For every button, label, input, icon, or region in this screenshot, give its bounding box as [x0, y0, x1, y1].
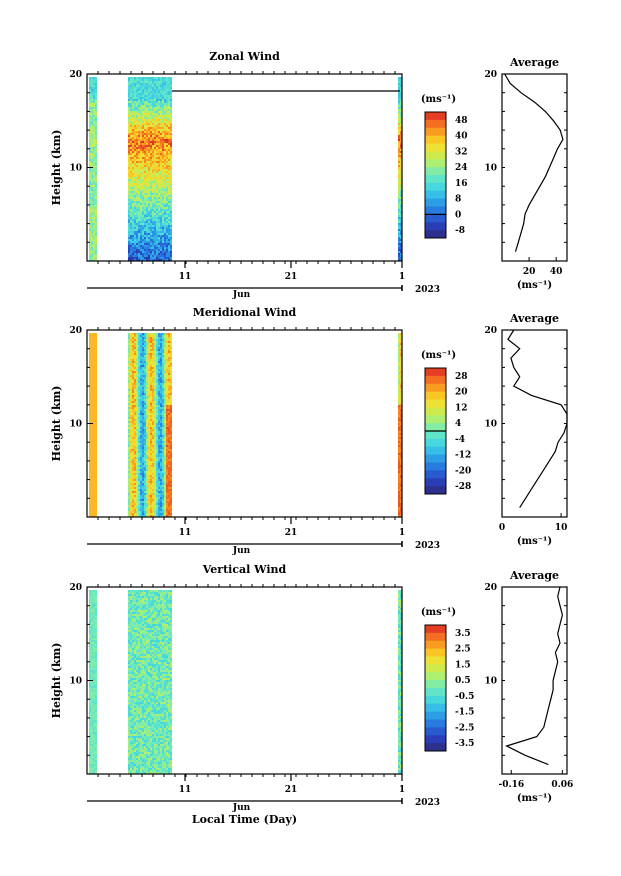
colorbar-tick-label: -0.5	[455, 692, 474, 702]
y-tick-label: 20	[484, 583, 497, 593]
colorbar-tick-label: -2.5	[455, 723, 474, 733]
panel-0: Zonal Wind 20 10 Height (km) 11 21 1 Jun 2023 (ms…	[50, 50, 568, 300]
colorbar-unit: (ms⁻¹)	[421, 350, 456, 361]
x-axis-label: Local Time (Day)	[192, 813, 297, 826]
x-tick-label: 1	[399, 785, 405, 795]
y-tick-label: 10	[484, 420, 497, 430]
panel-title: Zonal Wind	[209, 50, 280, 63]
average-x-tick-label: 10	[555, 523, 568, 533]
y-axis-label: Height (km)	[50, 130, 63, 206]
y-tick-label: 20	[69, 70, 82, 80]
average-x-tick-label: 0.06	[551, 780, 573, 790]
colorbar-tick-label: 48	[455, 116, 468, 126]
average-profile: Average 20 10 20 40 (ms⁻¹)	[484, 56, 568, 291]
year-label: 2023	[415, 541, 440, 551]
colorbar-unit: (ms⁻¹)	[421, 94, 456, 105]
colorbar-tick-label: 20	[455, 388, 468, 398]
colorbar: (ms⁻¹) 48 40 32 24 16 8 0 -8	[421, 94, 468, 239]
panel-2: Vertical Wind 20 10 Height (km) 11 21 1 Jun 2023…	[50, 563, 573, 813]
y-tick-label: 10	[484, 164, 497, 174]
x-tick-label: 21	[285, 272, 298, 282]
colorbar-tick-label: 24	[455, 163, 468, 173]
colorbar-tick-label: -28	[455, 482, 471, 492]
colorbar-tick-label: 28	[455, 372, 468, 382]
y-tick-label: 20	[69, 583, 82, 593]
average-title: Average	[509, 312, 559, 325]
y-tick-label: 10	[484, 677, 497, 687]
colorbar-tick-label: 3.5	[455, 629, 471, 639]
x-tick-label: 11	[179, 528, 192, 538]
panel-title: Meridional Wind	[193, 306, 297, 319]
year-label: 2023	[415, 798, 440, 808]
average-title: Average	[509, 569, 559, 582]
year-label: 2023	[415, 285, 440, 295]
colorbar-tick-label: 4	[455, 419, 461, 429]
colorbar: (ms⁻¹) 28 20 12 4 -4 -12 -20 -28	[421, 350, 471, 495]
colorbar-tick-label: 16	[455, 179, 468, 189]
colorbar-tick-label: 2.5	[455, 645, 471, 655]
y-tick-label: 20	[69, 326, 82, 336]
average-frame	[501, 586, 568, 775]
panel-title: Vertical Wind	[202, 563, 287, 576]
colorbar-tick-label: -20	[455, 466, 471, 476]
y-tick-label: 10	[69, 420, 82, 430]
y-axis-label: Height (km)	[50, 643, 63, 719]
colorbar: (ms⁻¹) 3.5 2.5 1.5 0.5 -0.5 -1.5 -2.5 -3.5	[421, 607, 474, 752]
month-label: Jun	[232, 803, 251, 813]
y-tick-label: 10	[69, 677, 82, 687]
y-tick-label: 20	[484, 70, 497, 80]
average-x-tick-label: 40	[550, 267, 563, 277]
heatmap	[89, 590, 402, 774]
average-profile: Average 20 10 -0.16 0.06 (ms⁻¹)	[484, 569, 573, 804]
colorbar-tick-label: 0	[455, 210, 461, 220]
colorbar-tick-label: 0.5	[455, 676, 471, 686]
average-line	[504, 73, 564, 252]
colorbar-tick-label: -1.5	[455, 708, 474, 718]
x-tick-label: 1	[399, 272, 405, 282]
average-x-label: (ms⁻¹)	[517, 793, 552, 804]
average-line	[504, 586, 564, 766]
average-x-label: (ms⁻¹)	[517, 280, 552, 291]
colorbar-tick-label: -4	[455, 435, 465, 445]
average-x-tick-label: -0.16	[498, 780, 524, 790]
average-line	[507, 329, 568, 508]
x-tick-label: 11	[179, 785, 192, 795]
month-label: Jun	[232, 290, 251, 300]
colorbar-tick-label: -3.5	[455, 739, 474, 749]
colorbar-tick-label: 32	[455, 147, 468, 157]
heatmap	[89, 77, 402, 261]
x-tick-label: 21	[285, 785, 298, 795]
colorbar-tick-label: 8	[455, 195, 461, 205]
average-x-label: (ms⁻¹)	[517, 536, 552, 547]
x-tick-label: 21	[285, 528, 298, 538]
colorbar-tick-label: 12	[455, 403, 468, 413]
x-tick-label: 11	[179, 272, 192, 282]
colorbar-tick-label: -12	[455, 451, 471, 461]
heatmap	[89, 333, 402, 517]
colorbar-tick-label: 1.5	[455, 660, 471, 670]
y-axis-label: Height (km)	[50, 386, 63, 462]
average-title: Average	[509, 56, 559, 69]
y-tick-label: 20	[484, 326, 497, 336]
month-label: Jun	[232, 546, 251, 556]
colorbar-tick-label: 40	[455, 132, 468, 142]
average-x-tick-label: 20	[523, 267, 536, 277]
average-x-tick-label: 0	[499, 523, 505, 533]
y-tick-label: 10	[69, 164, 82, 174]
colorbar-unit: (ms⁻¹)	[421, 607, 456, 618]
x-tick-label: 1	[399, 528, 405, 538]
colorbar-tick-label: -8	[455, 226, 465, 236]
